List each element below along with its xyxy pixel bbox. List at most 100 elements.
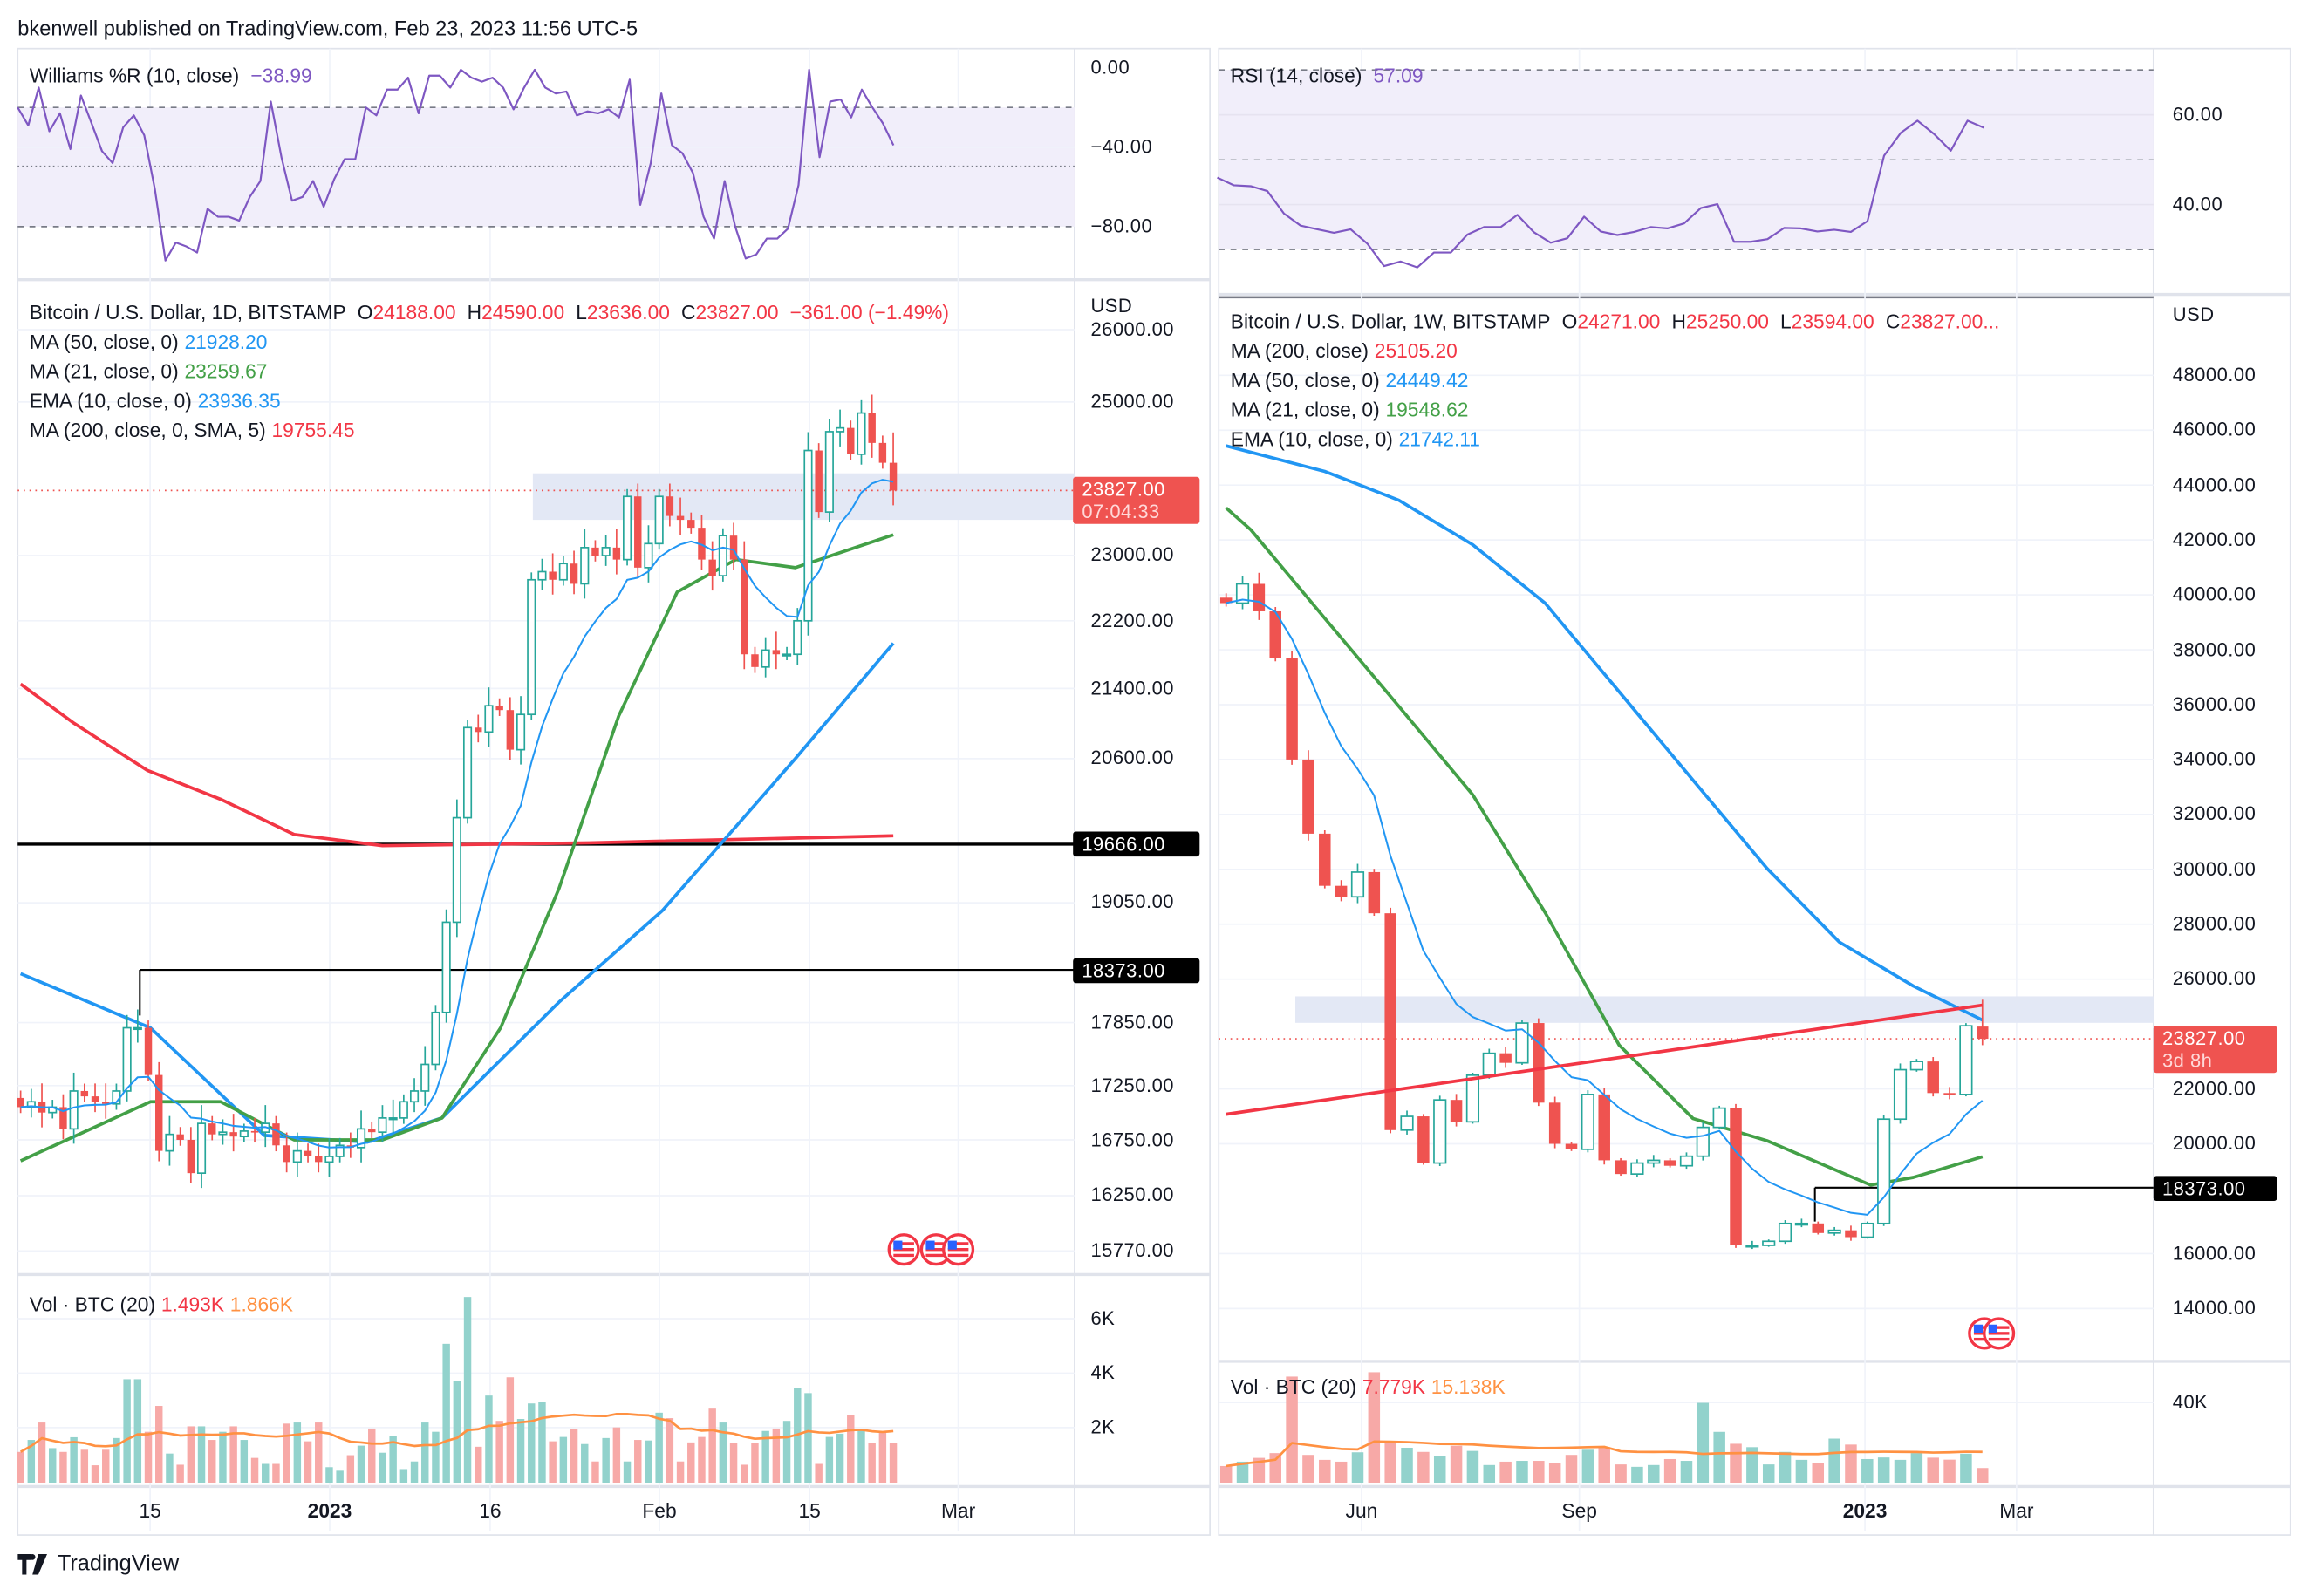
daily-volume-bar	[708, 1408, 716, 1483]
candle-body	[1286, 658, 1298, 760]
weekly-volume-bar	[1401, 1447, 1413, 1483]
publish-header: bkenwell published on TradingView.com, F…	[17, 16, 638, 40]
last-price: 23827.00	[2161, 1026, 2246, 1050]
weekly-candle	[1368, 869, 1381, 917]
daily-volume-bar	[878, 1431, 887, 1483]
weekly-volume-bar	[1253, 1457, 1266, 1483]
weekly-candle	[1598, 1088, 1610, 1165]
weekly-volume-bar	[1598, 1447, 1610, 1483]
candle-body	[751, 654, 759, 667]
daily-candle	[889, 432, 898, 506]
daily-candle	[272, 1115, 280, 1152]
candle-body	[452, 816, 461, 924]
candle-body	[122, 1026, 132, 1092]
weekly-candle	[1615, 1157, 1627, 1177]
price-axis-label: 17250.00	[1090, 1074, 1174, 1096]
daily-legend[interactable]: Bitcoin / U.S. Dollar, 1D, BITSTAMP O241…	[30, 299, 955, 447]
daily-volume-bar	[272, 1463, 280, 1483]
weekly-volume-bar	[1351, 1452, 1364, 1483]
weekly-legend[interactable]: Bitcoin / U.S. Dollar, 1W, BITSTAMP O242…	[1231, 308, 2005, 455]
daily-candle	[570, 550, 578, 595]
candle-body	[824, 431, 834, 513]
candle-body	[1581, 1094, 1594, 1150]
daily-volume-bar	[389, 1436, 397, 1483]
weekly-volume-bar	[1746, 1447, 1758, 1483]
weekly-volume-bar	[1779, 1451, 1792, 1483]
weekly-volume-bar	[1368, 1372, 1381, 1483]
daily-candle	[80, 1083, 89, 1102]
ma200-legend[interactable]: MA (200, close) 25105.20	[1231, 337, 2005, 366]
daily-candle	[666, 483, 674, 527]
weekly-ma21-line	[1225, 506, 1984, 1187]
daily-volume-bar	[751, 1443, 759, 1483]
open-value: 24271.00	[1577, 310, 1661, 333]
panel-frame	[1218, 47, 2291, 1536]
candle-body	[622, 495, 632, 561]
price-axis-label: 34000.00	[2172, 747, 2257, 770]
candle-body	[527, 578, 536, 716]
time-axis-label: Feb	[642, 1499, 677, 1522]
ma50-legend[interactable]: MA (50, close, 0) 21928.20	[30, 328, 955, 358]
high-label: H	[467, 301, 482, 324]
williams-band	[17, 107, 1075, 227]
candle-body	[1943, 1093, 1956, 1095]
weekly-candle	[1533, 1018, 1545, 1107]
weekly-volume-bar	[1977, 1468, 1989, 1483]
weekly-volume-bar	[1615, 1464, 1627, 1483]
weekly-volume-bar	[1450, 1445, 1463, 1483]
last-price-tag: 23827.00 07:04:33	[1073, 476, 1200, 524]
ma21-legend[interactable]: MA (21, close, 0) 19548.62	[1231, 396, 2005, 426]
daily-volume-bar	[421, 1422, 429, 1483]
ma21-value: 19548.62	[1385, 399, 1469, 421]
daily-volume-bar	[782, 1421, 791, 1483]
daily-candle	[537, 558, 547, 590]
daily-volume-bar	[240, 1440, 249, 1483]
daily-volume-bar	[166, 1453, 174, 1483]
flag-stripe	[947, 1242, 969, 1245]
weekly-volume-bar	[1533, 1461, 1545, 1483]
weekly-candle	[1861, 1221, 1874, 1239]
daily-candle	[261, 1105, 270, 1148]
candle-body	[1647, 1159, 1661, 1164]
daily-candle	[399, 1094, 408, 1124]
candle-body	[218, 1131, 228, 1136]
ema10-label: EMA (10, close, 0)	[29, 390, 192, 413]
candle-body	[388, 1117, 398, 1121]
daily-candle	[112, 1083, 121, 1110]
ema10-value: 23936.35	[197, 390, 281, 413]
candle-body	[1812, 1223, 1825, 1233]
weekly-candle	[1762, 1239, 1776, 1247]
candle-body	[803, 449, 813, 622]
daily-candle	[506, 697, 515, 760]
daily-volume-bar	[197, 1426, 206, 1483]
ma21-legend[interactable]: MA (21, close, 0) 23259.67	[30, 358, 955, 387]
candle-body	[847, 427, 855, 454]
ema10-legend[interactable]: EMA (10, close, 0) 21742.11	[1231, 426, 2005, 455]
ma200-label: MA (200, close)	[1230, 339, 1369, 363]
candle-body	[495, 706, 503, 711]
candle-body	[208, 1123, 216, 1135]
ema10-legend[interactable]: EMA (10, close, 0) 23936.35	[30, 387, 955, 417]
weekly-volume-bar	[1845, 1444, 1857, 1483]
weekly-candle	[1235, 576, 1250, 610]
weekly-volume-bar	[1663, 1458, 1676, 1483]
candle-body	[1219, 597, 1233, 604]
weekly-candle	[1433, 1095, 1447, 1166]
candle-body	[102, 1102, 110, 1104]
price-axis-label: 28000.00	[2172, 912, 2257, 935]
flag-stripe	[925, 1253, 947, 1258]
ma50-legend[interactable]: MA (50, close, 0) 24449.42	[1231, 366, 2005, 396]
price-axis-label: 30000.00	[2172, 857, 2257, 880]
weekly-candle	[1977, 999, 1989, 1046]
daily-volume-bar	[27, 1440, 36, 1483]
daily-volume-bar	[495, 1421, 503, 1483]
price-axis-label: 38000.00	[2172, 638, 2257, 660]
weekly-volume-bar	[1417, 1451, 1430, 1483]
tradingview-logo[interactable]: TradingView	[17, 1552, 179, 1576]
symbol-title: Bitcoin / U.S. Dollar, 1D, BITSTAMP	[29, 301, 346, 324]
daily-volume-bar	[38, 1422, 46, 1483]
ma50-value: 21928.20	[184, 331, 268, 353]
price-axis-label: 17850.00	[1090, 1011, 1174, 1033]
ma200-legend[interactable]: MA (200, close, 0, SMA, 5) 19755.45	[30, 417, 955, 447]
weekly-volume-bar	[1236, 1461, 1249, 1483]
